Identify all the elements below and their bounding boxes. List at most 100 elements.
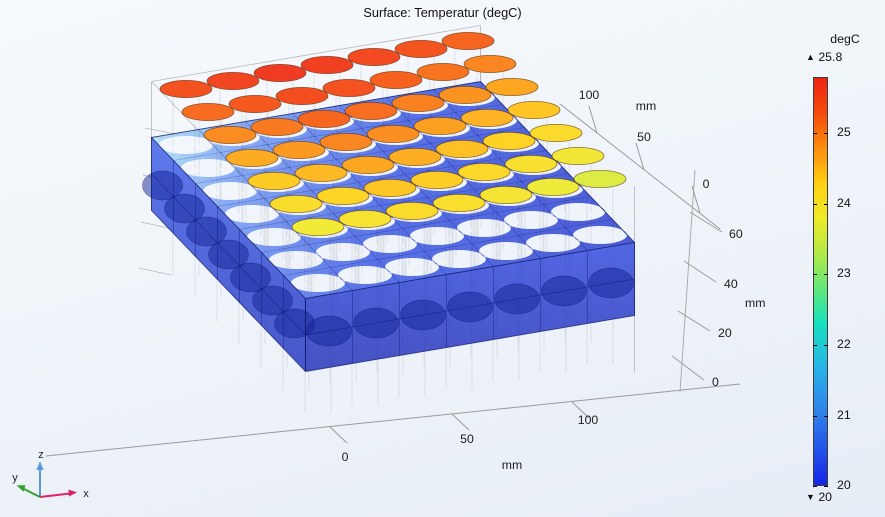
colorbar-tick (813, 415, 817, 417)
y-axis-tick-label: 100 (579, 88, 600, 102)
z-axis-unit-label: mm (745, 296, 766, 310)
colorbar-min: ▼ 20 (806, 490, 832, 504)
x-axis-tick-label: 100 (578, 413, 599, 427)
cylinder-top-face (369, 71, 423, 90)
battery-cylinder (479, 185, 533, 251)
x-axis-tick-label: 0 (342, 450, 349, 464)
cylinder-top-face (247, 171, 301, 190)
colorbar-tick (824, 133, 828, 135)
y-axis-arrow (22, 487, 41, 498)
battery-cylinder (385, 201, 439, 267)
battery-cylinder (341, 155, 395, 221)
cylinder-top-face (206, 72, 260, 91)
cylinder-top-face (413, 117, 467, 136)
z-axis-tick-label: 20 (718, 326, 732, 340)
y-axis-unit-label: mm (636, 99, 657, 113)
x-axis: 0 50 100 mm (45, 383, 741, 472)
cylinder-top-face (341, 155, 395, 174)
colorbar-tick-label: 23 (837, 266, 851, 281)
colorbar-tick (813, 345, 817, 346)
battery-cylinder (551, 146, 605, 212)
cylinder-top-face (228, 95, 282, 114)
colorbar-tick (813, 486, 817, 487)
colorbar-tick (824, 415, 828, 417)
z-axis-tick-label: 40 (724, 277, 738, 291)
y-axis: 100 50 0 mm (559, 88, 721, 230)
cylinder-top-face (391, 94, 445, 113)
cylinder-top-face (460, 109, 514, 128)
cylinder-top-face (366, 125, 420, 144)
cylinder-top-face (441, 32, 495, 51)
cylinder-top-face (485, 78, 539, 97)
cylinder-top-face (159, 80, 213, 99)
colorbar-legend: degC ▲ 25.8 25 24 23 22 21 20 ▼ 20 (804, 30, 885, 517)
orientation-triad: z x y (12, 449, 89, 500)
cooling-plate (142, 81, 636, 372)
colorbar-tick-label: 21 (837, 407, 851, 422)
cylinder-top-face (253, 64, 307, 83)
z-axis: 0 20 40 60 mm (671, 169, 766, 393)
colorbar-tick (813, 133, 817, 135)
battery-cylinder (291, 217, 345, 283)
triad-z-label: z (38, 449, 44, 461)
battery-cylinder (181, 103, 235, 168)
min-triangle-icon: ▼ (806, 492, 815, 502)
cylinder-top-face (463, 55, 517, 74)
x-axis-unit-label: mm (502, 458, 523, 472)
cylinder-top-face (416, 63, 470, 82)
colorbar-tick (824, 203, 828, 205)
cylinder-top-face (435, 139, 489, 158)
cylinder-top-face (388, 147, 442, 166)
cylinder-top-face (275, 87, 329, 106)
max-triangle-icon: ▲ (806, 52, 815, 62)
cylinder-top-face (573, 169, 627, 188)
colorbar-min-value: 20 (818, 490, 833, 504)
cylinder-top-face (526, 177, 580, 196)
colorbar-max: ▲ 25.8 (806, 50, 842, 64)
colorbar-unit: degC (830, 32, 860, 46)
battery-cylinder (338, 209, 392, 275)
cylinder-top-face (529, 124, 583, 143)
z-axis-tick-label: 60 (729, 227, 743, 241)
battery-cylinder (363, 178, 417, 244)
cylinder-top-face (432, 193, 486, 212)
cylinder-top-face (504, 154, 558, 173)
cylinder-top-face (344, 102, 398, 121)
colorbar-tick-label: 25 (837, 125, 851, 140)
x-axis-arrowhead-icon (68, 489, 77, 497)
cylinder-top-face (347, 48, 401, 67)
cylinder-top-face (250, 118, 304, 137)
battery-cylinder (573, 169, 627, 235)
triad-x-label: x (83, 488, 89, 500)
colorbar-tick (824, 486, 828, 487)
cylinder-top-face (291, 217, 345, 236)
cylinder-top-face (272, 140, 326, 159)
cylinder-top-face (479, 185, 533, 204)
x-axis-arrow (39, 492, 71, 498)
cylinder-top-face (316, 186, 370, 205)
cylinder-top-face (322, 79, 376, 98)
colorbar-bar (813, 77, 828, 486)
y-axis-tick-label: 50 (637, 130, 651, 144)
cylinder-top-face (319, 132, 373, 151)
z-axis-tick-label: 0 (712, 375, 719, 389)
cylinder-top-face (300, 56, 354, 75)
colorbar-tick-label: 24 (837, 195, 851, 210)
cylinder-top-face (551, 146, 605, 165)
cylinder-array-above-plate (159, 32, 627, 283)
battery-cylinder (225, 148, 279, 214)
x-axis-tick-label: 50 (460, 432, 474, 446)
cylinder-top-face (338, 209, 392, 228)
colorbar-tick-label: 22 (837, 337, 851, 351)
y-axis-arrowhead-icon (16, 485, 26, 492)
cylinder-top-face (482, 131, 536, 150)
colorbar-tick (813, 274, 817, 276)
colorbar-tick (824, 274, 828, 276)
triad-y-label: y (12, 472, 18, 484)
cylinder-top-face (363, 178, 417, 197)
battery-cylinder (203, 126, 257, 191)
plot-title: Surface: Temperatur (degC) (363, 5, 522, 20)
colorbar-max-value: 25.8 (818, 50, 843, 64)
colorbar-tick (824, 345, 828, 346)
